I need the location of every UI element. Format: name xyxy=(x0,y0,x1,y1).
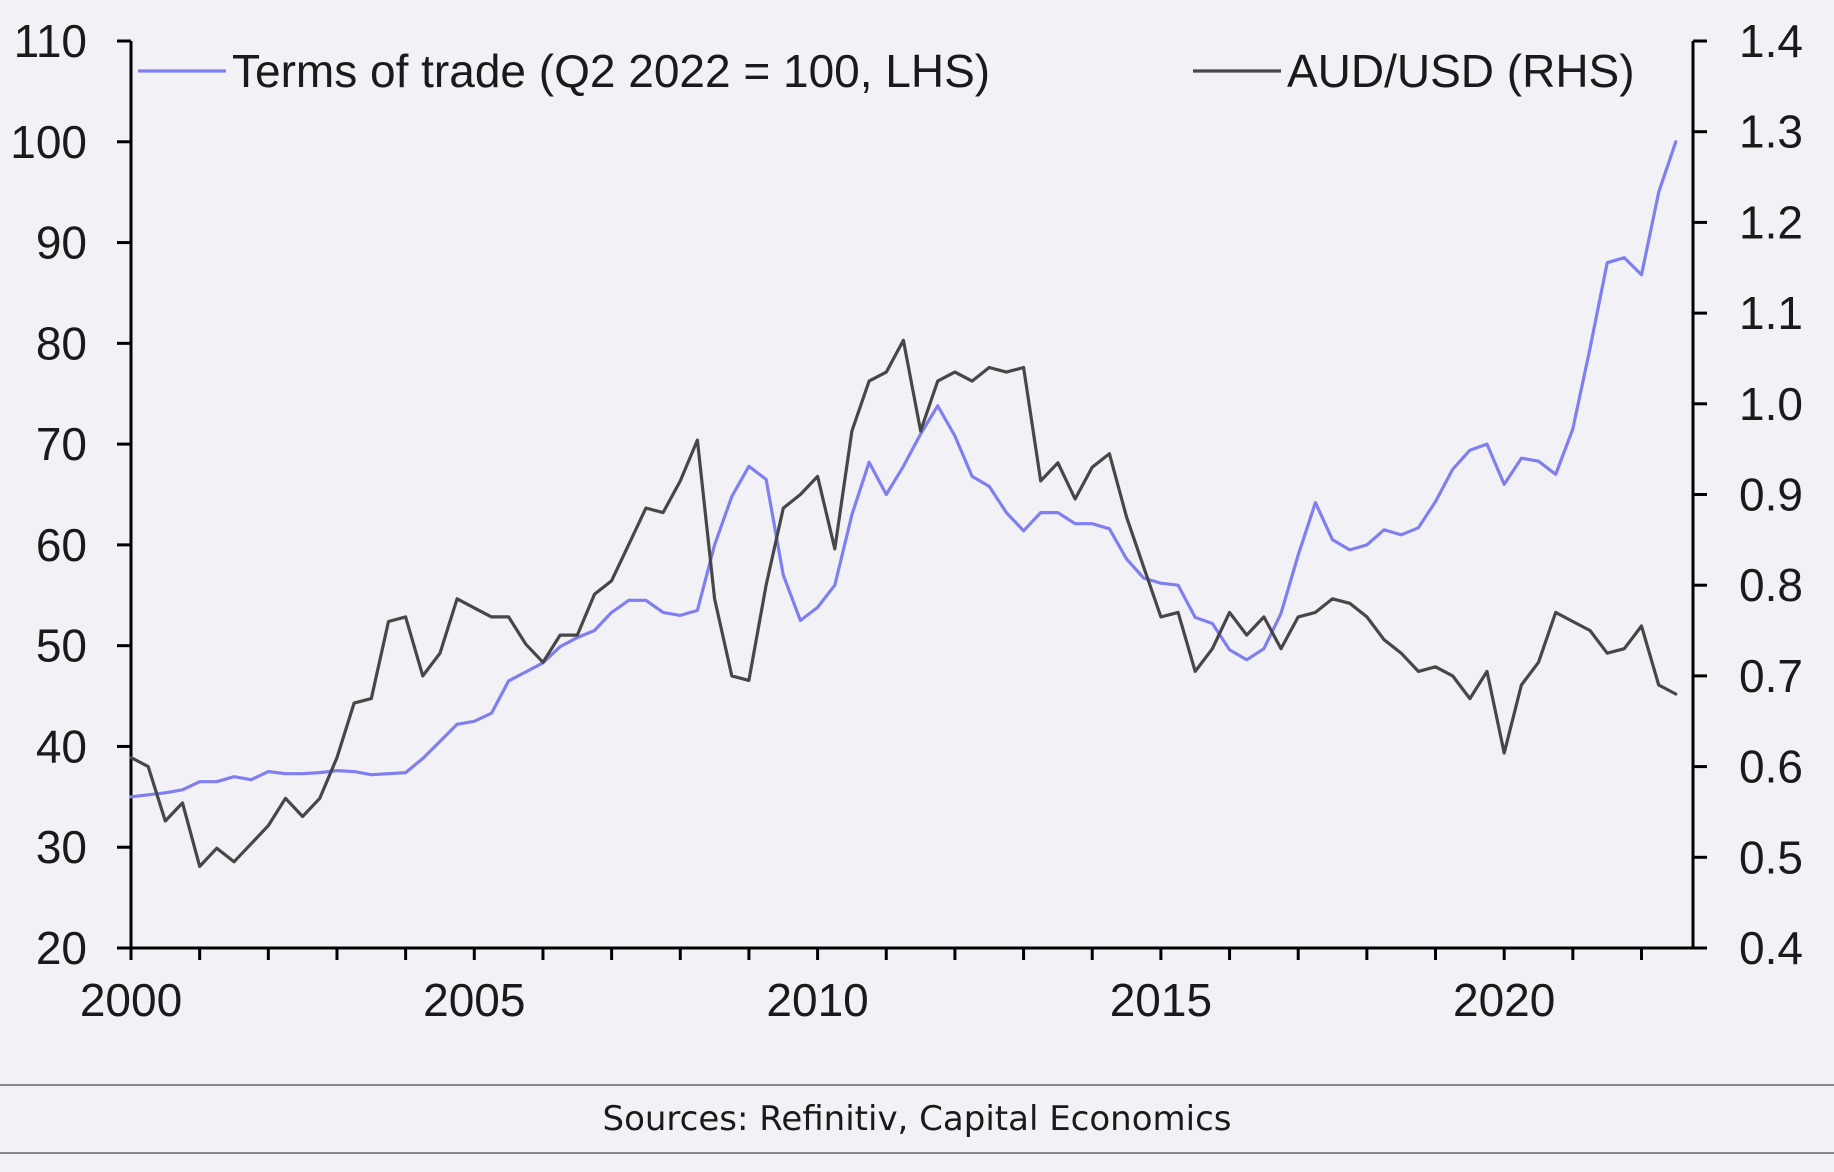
aud-usd-line xyxy=(129,338,1678,869)
x-tick-label: 2000 xyxy=(80,974,182,1026)
y-left-tick-label: 40 xyxy=(36,720,87,772)
y-right-tick-label: 1.3 xyxy=(1739,106,1803,158)
y-left-tick-label: 20 xyxy=(36,922,87,974)
y-left-tick-label: 110 xyxy=(14,15,87,67)
y-left-tick-label: 30 xyxy=(36,821,87,873)
y-right-tick-label: 1.0 xyxy=(1739,378,1803,430)
legend-terms-of-trade-label: Terms of trade (Q2 2022 = 100, LHS) xyxy=(232,45,990,97)
y-right-tick-label: 0.5 xyxy=(1739,831,1803,883)
chart-axes: 20 30 40 50 60 70 80 90 100 110 0.4 0.5 0.6 0.7 0.8 0.9… xyxy=(10,15,1803,1026)
y-left-tick-label: 100 xyxy=(10,116,87,168)
y-right-tick-label: 0.7 xyxy=(1739,650,1803,702)
chart-series xyxy=(129,140,1678,869)
x-tick-label: 2010 xyxy=(766,974,868,1026)
source-note: Sources: Refinitiv, Capital Economics xyxy=(0,1084,1834,1154)
y-right-tick-label: 0.9 xyxy=(1739,469,1803,521)
chart-legend: Terms of trade (Q2 2022 = 100, LHS) AUD/U… xyxy=(138,45,1635,97)
x-tick-label: 2020 xyxy=(1453,974,1555,1026)
y-right-tick-label: 0.8 xyxy=(1739,559,1803,611)
y-right-tick-label: 0.4 xyxy=(1739,922,1803,974)
y-left-tick-label: 50 xyxy=(36,620,87,672)
y-left-tick-label: 90 xyxy=(36,217,87,269)
line-chart: 20 30 40 50 60 70 80 90 100 110 0.4 0.5 0.6 0.7 0.8 0.9… xyxy=(10,15,1803,1026)
y-left-tick-label: 60 xyxy=(36,519,87,571)
y-right-tick-label: 1.1 xyxy=(1739,287,1803,339)
x-tick-label: 2005 xyxy=(423,974,525,1026)
y-right-tick-label: 1.2 xyxy=(1739,196,1803,248)
y-right-tick-label: 0.6 xyxy=(1739,741,1803,793)
y-left-tick-label: 70 xyxy=(36,418,87,470)
terms-of-trade-line xyxy=(129,140,1678,799)
x-tick-label: 2015 xyxy=(1110,974,1212,1026)
y-right-tick-label: 1.4 xyxy=(1739,15,1803,67)
y-left-tick-label: 80 xyxy=(36,317,87,369)
legend-aud-usd-label: AUD/USD (RHS) xyxy=(1287,45,1635,97)
chart-area: 20 30 40 50 60 70 80 90 100 110 0.4 0.5 0.6 0.7 0.8 0.9… xyxy=(10,15,1803,1026)
source-text: Sources: Refinitiv, Capital Economics xyxy=(602,1099,1232,1139)
